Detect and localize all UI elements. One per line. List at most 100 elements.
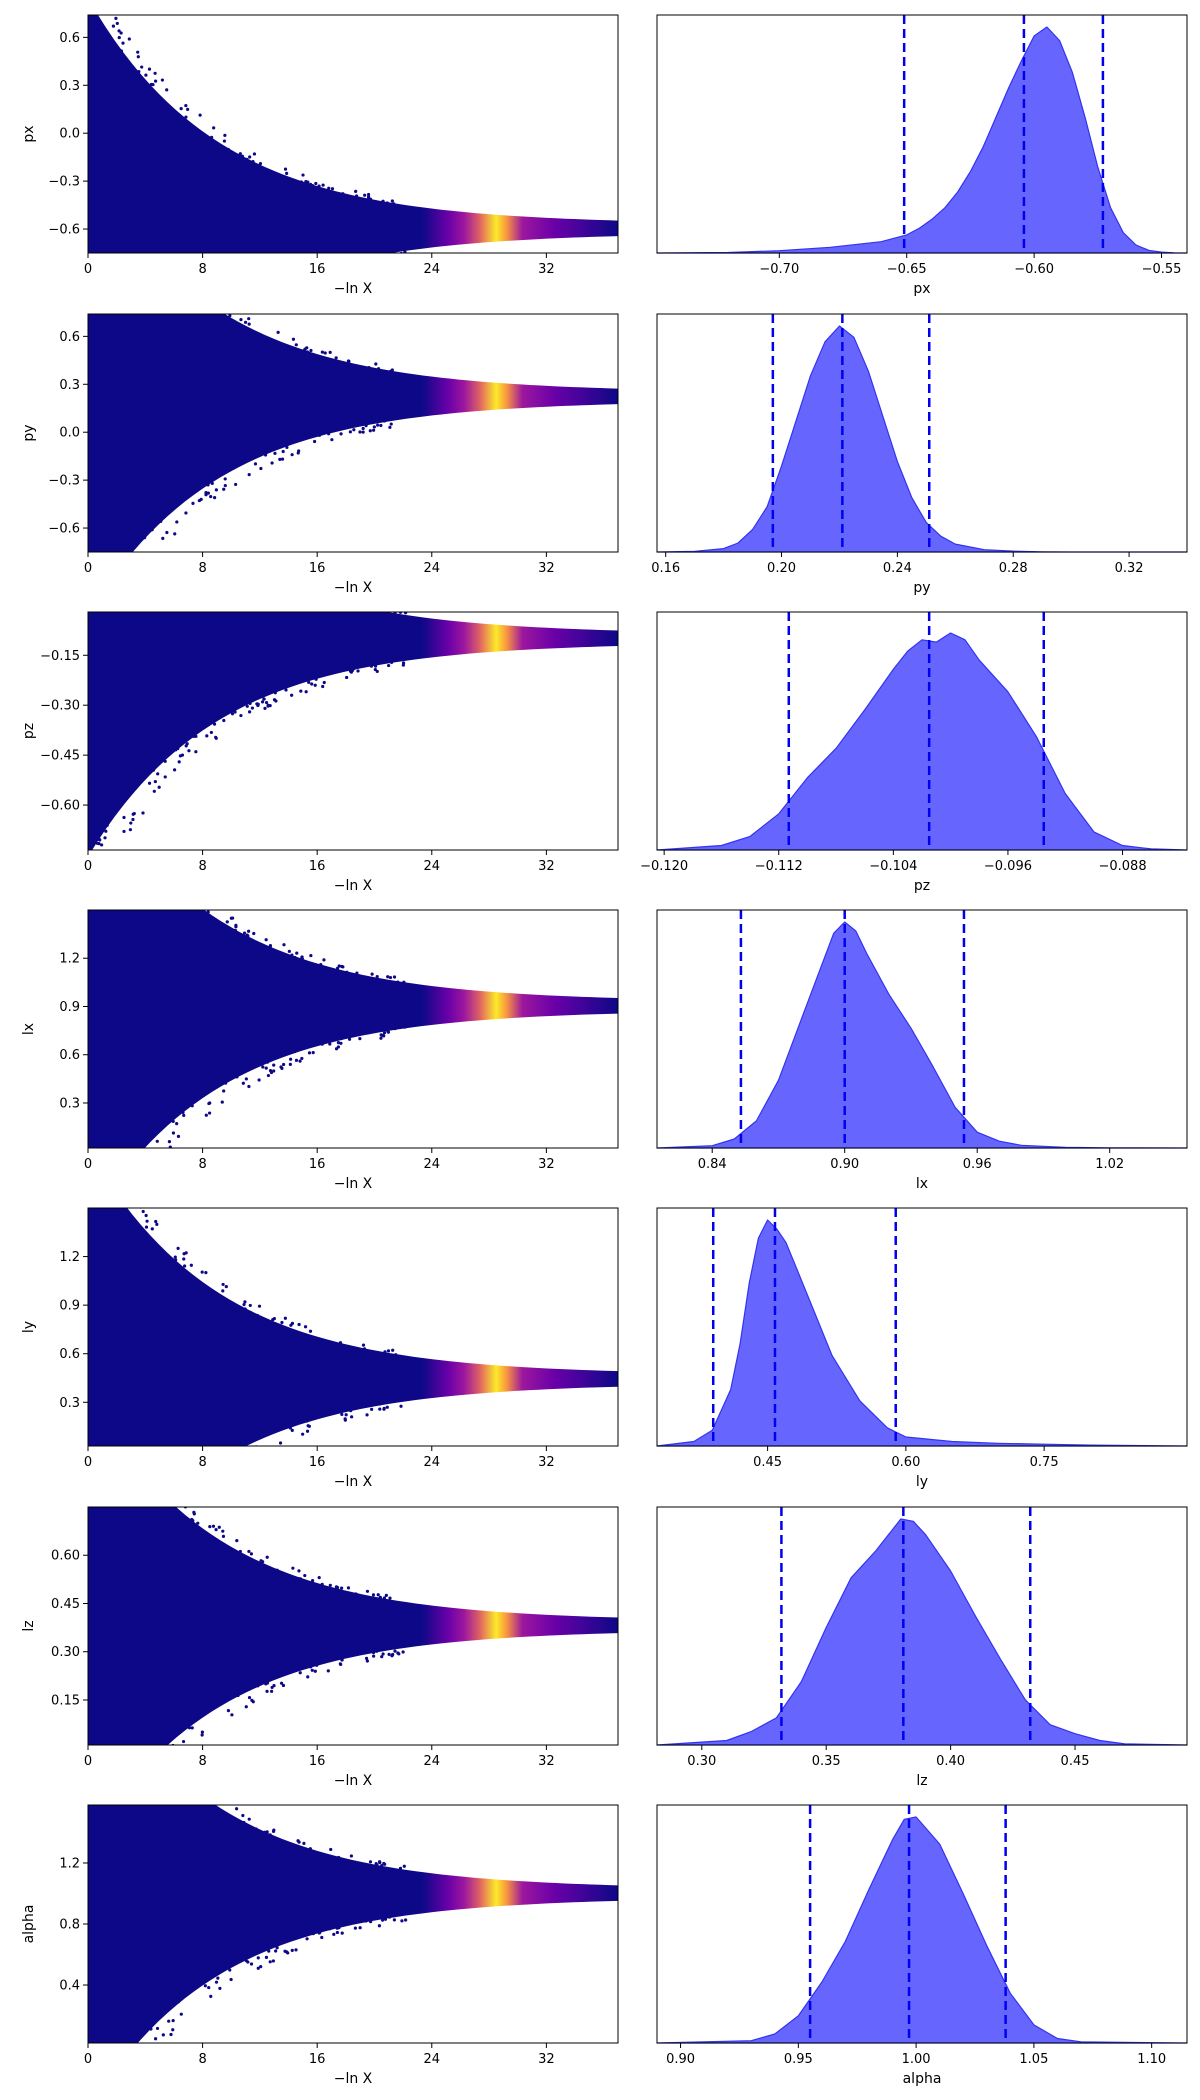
sample-point — [167, 119, 172, 123]
sample-point — [259, 1433, 263, 1438]
sample-point — [165, 530, 169, 535]
sample-point — [301, 1045, 305, 1049]
sample-point — [254, 940, 258, 944]
sample-point — [99, 1193, 102, 1196]
sample-point — [294, 1058, 299, 1062]
sample-point — [301, 352, 305, 356]
sample-point — [259, 1316, 263, 1320]
ytick-label: 0.3 — [59, 1396, 80, 1411]
sample-point — [239, 1454, 242, 1457]
sample-point — [297, 449, 301, 453]
sample-point — [239, 562, 242, 565]
sample-point — [110, 1169, 113, 1172]
sample-point — [260, 291, 263, 294]
sample-point — [137, 1756, 140, 1759]
sample-point — [132, 71, 137, 76]
sample-point — [355, 971, 359, 975]
sample-point — [313, 1669, 317, 1673]
sample-point — [141, 871, 144, 874]
sample-point — [129, 541, 133, 545]
sample-point — [171, 1482, 174, 1485]
ytick-label: 0.0 — [59, 127, 80, 142]
sample-point — [305, 1937, 309, 1941]
sample-point — [363, 193, 367, 197]
sample-cloud-px — [88, 15, 618, 253]
sample-point — [244, 1077, 248, 1081]
sample-point — [207, 315, 211, 319]
xlabel-py: −ln X — [334, 580, 373, 596]
ytick-label: 0.3 — [59, 79, 80, 94]
kde-fill-lx — [656, 921, 1188, 1149]
samples-py — [86, 260, 618, 602]
sample-point — [165, 1750, 168, 1753]
sample-point — [228, 1968, 232, 1972]
sample-point — [108, 813, 112, 817]
sample-point — [304, 690, 308, 694]
sample-point — [243, 320, 248, 324]
sample-point — [385, 1405, 389, 1409]
xtick-label: 8 — [198, 859, 206, 874]
sample-point — [279, 1681, 284, 1685]
sample-point — [395, 255, 398, 258]
ylabel-py: py — [21, 424, 37, 441]
sample-point — [174, 1775, 177, 1778]
sample-point — [86, 597, 89, 600]
sample-point — [218, 314, 222, 318]
sample-point — [207, 1539, 211, 1543]
sample-point — [399, 1404, 403, 1408]
sample-point — [220, 1475, 223, 1478]
sample-point — [303, 347, 307, 351]
sample-point — [180, 493, 184, 497]
sample-point — [348, 599, 351, 602]
sample-point — [394, 1353, 398, 1357]
xtick-label: −0.65 — [887, 262, 927, 277]
sample-point — [163, 269, 166, 272]
axes-frame — [656, 909, 1188, 1149]
sample-point — [134, 562, 137, 565]
sample-point — [340, 1931, 344, 1935]
sample-point — [112, 579, 115, 582]
sample-point — [221, 1282, 225, 1287]
sample-point — [194, 734, 198, 738]
sample-point — [219, 1542, 224, 1547]
sample-point — [154, 872, 157, 875]
sample-point — [247, 322, 251, 326]
sample-point — [328, 1927, 332, 1931]
xtick-label: 0.75 — [1030, 1455, 1059, 1470]
sample-point — [402, 1355, 406, 1359]
sample-point — [374, 1861, 378, 1866]
posterior-panel-ly: 0.45 0.60 0.75 ly — [656, 1207, 1188, 1490]
sample-point — [175, 1121, 179, 1126]
sample-point — [372, 425, 376, 429]
sample-cloud-pz — [88, 612, 618, 850]
posterior-panel-px: −0.70 −0.65 −0.60 −0.55 px — [656, 14, 1188, 297]
sample-point — [195, 1484, 198, 1487]
sample-point — [188, 1781, 191, 1784]
sample-point — [270, 461, 274, 465]
sample-point — [220, 1100, 224, 1104]
sample-point — [328, 1042, 332, 1046]
sample-point — [389, 422, 393, 426]
sample-point — [373, 254, 376, 257]
sample-point — [387, 1915, 392, 1919]
xtick-label: 0.28 — [999, 561, 1028, 576]
sample-point — [111, 24, 116, 28]
sample-point — [130, 2044, 133, 2047]
sample-point — [175, 520, 179, 524]
sample-point — [349, 1409, 353, 1413]
sample-point — [288, 1426, 292, 1430]
sample-point — [263, 1830, 267, 1834]
sample-point — [343, 605, 346, 608]
sample-point — [222, 487, 226, 491]
sample-point — [181, 1739, 186, 1744]
sample-point — [88, 599, 91, 602]
sample-point — [298, 1577, 302, 1581]
axes-frame — [87, 1804, 619, 2044]
xtick-label: 16 — [309, 1157, 326, 1172]
sample-point — [179, 885, 182, 888]
sample-point — [382, 1031, 387, 1035]
xtick-label: 8 — [198, 262, 206, 277]
sample-point — [245, 334, 250, 338]
sample-point — [156, 106, 161, 111]
sample-point — [173, 260, 176, 263]
